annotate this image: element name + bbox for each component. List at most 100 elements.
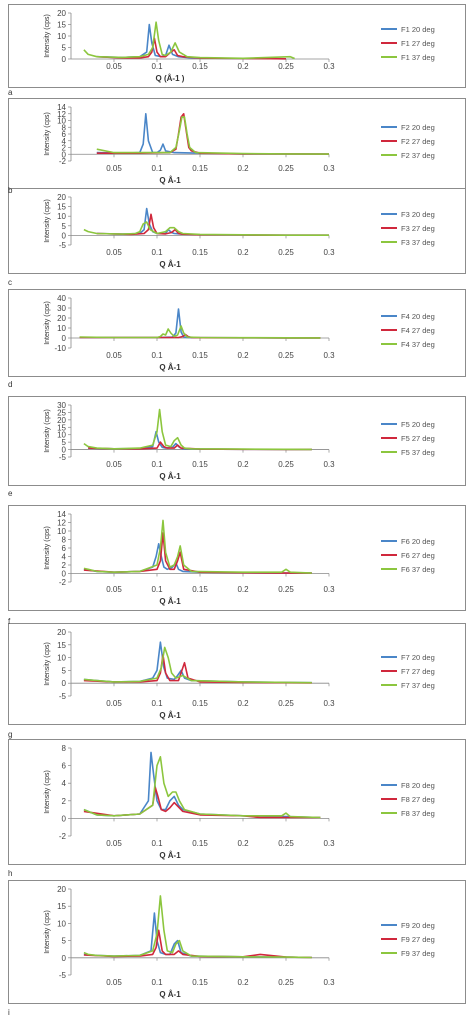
y-tick-label: 2	[62, 144, 67, 153]
y-tick-label: 0	[62, 679, 67, 688]
series-line	[83, 408, 312, 451]
y-tick-label: 12	[57, 110, 66, 119]
panel-letter: c	[8, 278, 12, 287]
y-tick-label: 20	[57, 628, 66, 637]
x-tick-label: 0.1	[151, 164, 163, 173]
x-tick-label: 0.25	[278, 699, 294, 708]
x-tick-label: 0.1	[151, 978, 163, 987]
x-tick-label: 0.15	[192, 248, 208, 257]
x-tick-label: 0.2	[237, 460, 249, 469]
legend-label: F5 27 deg	[401, 434, 435, 443]
y-axis-label: Intensity (cps)	[44, 301, 51, 345]
x-tick-label: 0.1	[151, 62, 163, 71]
panel-letter: g	[8, 730, 13, 739]
series-line	[83, 912, 312, 959]
legend-label: F5 20 deg	[401, 420, 435, 429]
legend-label: F9 20 deg	[401, 921, 435, 930]
chart-svg-i: -5 0 5 10 15 20 0.05 0.1 0.15 0.2 0.25 0.3 Q Å-1 Inte…	[44, 885, 435, 999]
y-tick-label: 10	[57, 654, 66, 663]
chart-panel-d: -10 0 10 20 30 40 0.05 0.1 0.15 0.2 0.25 0.3 Q Å-1 In…	[8, 289, 466, 377]
series-line	[96, 113, 330, 155]
legend-label: F4 27 deg	[401, 326, 435, 335]
y-tick-label: 12	[57, 519, 66, 528]
y-tick-label: 10	[57, 919, 66, 928]
panel-letter: e	[8, 489, 13, 498]
chart-panel-e: -5 0 5 10 15 20 25 30 0.05 0.1 0.15 0.2 0.25 0.3 Q Å-1…	[8, 396, 466, 486]
x-tick-label: 0.3	[323, 839, 335, 848]
x-tick-label: 0.3	[323, 62, 335, 71]
y-tick-label: 2	[62, 797, 67, 806]
y-tick-label: 20	[57, 193, 66, 202]
legend-label: F4 20 deg	[401, 312, 435, 321]
y-tick-label: 8	[62, 744, 67, 753]
y-tick-label: -2	[59, 832, 67, 841]
legend-label: F7 37 deg	[401, 681, 435, 690]
legend-label: F9 37 deg	[401, 949, 435, 958]
legend-label: F3 27 deg	[401, 224, 435, 233]
x-tick-label: 0.2	[237, 248, 249, 257]
y-tick-label: 0	[62, 814, 67, 823]
y-tick-label: 0	[62, 446, 67, 455]
panel-letter: a	[8, 88, 13, 97]
x-tick-label: 0.2	[237, 62, 249, 71]
y-tick-label: -5	[59, 453, 67, 462]
x-tick-label: 0.05	[106, 164, 122, 173]
y-tick-label: 10	[57, 32, 66, 41]
x-tick-label: 0.15	[192, 839, 208, 848]
x-tick-label: 0.05	[106, 351, 122, 360]
x-tick-label: 0.15	[192, 978, 208, 987]
x-tick-label: 0.2	[237, 978, 249, 987]
y-tick-label: 8	[62, 123, 67, 132]
series-line	[88, 430, 312, 451]
series-line	[96, 116, 330, 155]
y-tick-label: 4	[62, 779, 67, 788]
x-tick-label: 0.15	[192, 62, 208, 71]
series-line	[83, 646, 312, 684]
y-tick-label: 14	[57, 103, 66, 112]
x-tick-label: 0.05	[106, 978, 122, 987]
x-tick-label: 0.15	[192, 164, 208, 173]
y-tick-label: 10	[57, 324, 66, 333]
chart-panel-i: -5 0 5 10 15 20 0.05 0.1 0.15 0.2 0.25 0.3 Q Å-1 Inte…	[8, 880, 466, 1004]
legend-label: F1 20 deg	[401, 25, 435, 34]
legend-label: F8 37 deg	[401, 809, 435, 818]
y-axis-label: Intensity (cps)	[44, 770, 51, 814]
y-tick-label: 8	[62, 536, 67, 545]
x-tick-label: 0.25	[278, 248, 294, 257]
x-tick-label: 0.3	[323, 164, 335, 173]
x-tick-label: 0.05	[106, 839, 122, 848]
panel-letter: f	[8, 617, 11, 626]
y-tick-label: 15	[57, 423, 66, 432]
y-tick-label: -5	[59, 971, 67, 980]
y-tick-label: 0	[62, 150, 67, 159]
x-axis-label: Q Å-1	[159, 990, 181, 999]
x-tick-label: 0.3	[323, 460, 335, 469]
y-tick-label: 20	[57, 314, 66, 323]
chart-panel-c: -5 0 5 10 15 20 0.05 0.1 0.15 0.2 0.25 0.3 Q Å-1 Inte…	[8, 188, 466, 274]
x-tick-label: 0.15	[192, 351, 208, 360]
series-line	[96, 23, 287, 60]
series-line	[83, 751, 321, 819]
y-tick-label: 14	[57, 510, 66, 519]
y-tick-label: 15	[57, 902, 66, 911]
y-tick-label: 6	[62, 130, 67, 139]
chart-svg-g: -5 0 5 10 15 20 0.05 0.1 0.15 0.2 0.25 0.3 Q Å-1 Inte…	[44, 628, 435, 720]
y-tick-label: 5	[62, 438, 67, 447]
legend-label: F5 37 deg	[401, 448, 435, 457]
y-tick-label: -5	[59, 692, 67, 701]
series-line	[83, 895, 312, 959]
x-axis-label: Q Å-1	[159, 260, 181, 269]
y-tick-label: 20	[57, 9, 66, 18]
y-tick-label: 5	[62, 937, 67, 946]
y-tick-label: 0	[62, 570, 67, 579]
chart-panel-a: 0 5 10 15 20 0.05 0.1 0.15 0.2 0.25 0.3 Q (Å-1 ) Int…	[8, 4, 466, 88]
y-tick-label: 30	[57, 401, 66, 410]
x-tick-label: 0.05	[106, 248, 122, 257]
y-axis-label: Intensity (cps)	[44, 409, 51, 453]
series-line	[83, 641, 312, 684]
x-axis-label: Q Å-1	[159, 176, 181, 185]
y-tick-label: -10	[54, 344, 66, 353]
x-tick-label: 0.25	[278, 164, 294, 173]
series-line	[96, 213, 329, 236]
y-tick-label: 25	[57, 408, 66, 417]
